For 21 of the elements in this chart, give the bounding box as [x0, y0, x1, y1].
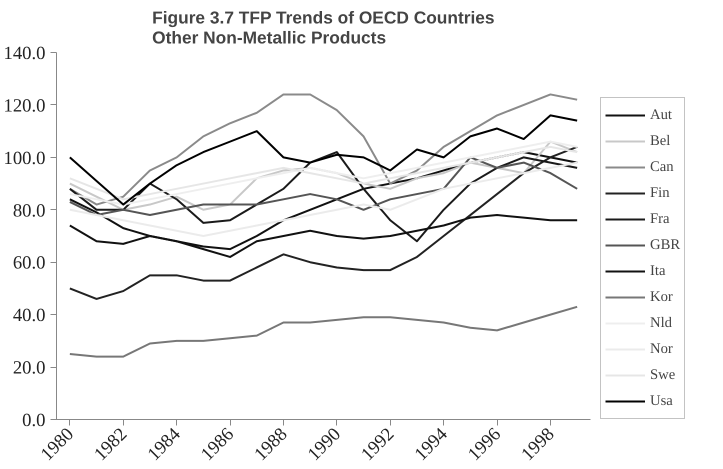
legend-label: Can	[650, 158, 674, 176]
legend-label: Ita	[650, 262, 666, 280]
chart-title: Figure 3.7 TFP Trends of OECD Countries Other Non-Metallic Products	[152, 8, 495, 48]
y-tick-label: 0.0	[22, 410, 46, 431]
legend-label: Kor	[650, 288, 673, 306]
legend-label: GBR	[650, 236, 680, 254]
legend-label: Nor	[650, 340, 673, 358]
legend-label: Swe	[650, 366, 676, 384]
y-tick-label: 80.0	[12, 200, 46, 222]
legend-label: Fra	[650, 210, 670, 228]
y-tick-label: 100.0	[4, 148, 46, 169]
legend-label: Usa	[650, 392, 673, 410]
y-tick-label: 120.0	[4, 95, 46, 116]
legend-label: Bel	[650, 132, 670, 150]
legend-label: Nld	[650, 314, 672, 332]
legend-label: Fin	[650, 184, 670, 202]
y-tick-label: 140.0	[4, 43, 46, 64]
y-tick-label: 20.0	[12, 358, 46, 379]
y-tick-label: 40.0	[12, 305, 46, 326]
y-tick-label: 60.0	[12, 252, 46, 274]
legend-label: Aut	[650, 106, 672, 124]
